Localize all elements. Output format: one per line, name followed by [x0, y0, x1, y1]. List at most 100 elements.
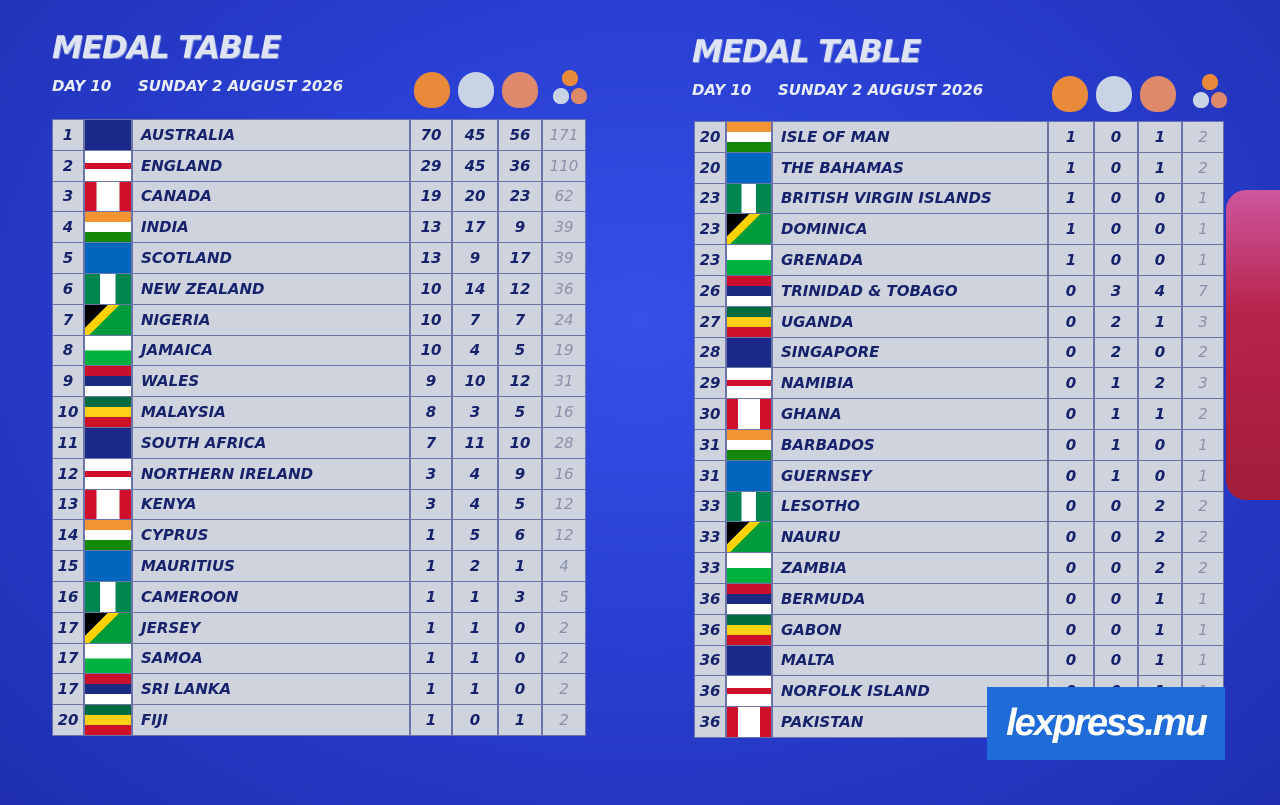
silver-count: 17 — [452, 211, 498, 244]
gold-count: 0 — [1048, 367, 1094, 400]
bronze-count: 0 — [1138, 182, 1182, 215]
medal-icon — [414, 72, 450, 108]
total-count: 24 — [542, 303, 586, 336]
country-name: MALTA — [772, 644, 1048, 677]
rank: 36 — [694, 644, 726, 677]
gold-count: 70 — [410, 119, 452, 151]
country-name: THE BAHAMAS — [772, 151, 1048, 184]
rank: 12 — [52, 457, 84, 490]
flag — [726, 521, 772, 554]
gold-count: 0 — [1048, 644, 1094, 677]
flag — [726, 336, 772, 369]
gold-count: 19 — [410, 180, 452, 213]
flag — [84, 581, 132, 613]
country-name: DOMINICA — [772, 213, 1048, 246]
bronze-count: 7 — [498, 303, 542, 336]
rank: 30 — [694, 398, 726, 430]
medal-icon — [553, 88, 569, 104]
gold-count: 3 — [410, 488, 452, 521]
silver-count: 20 — [452, 180, 498, 213]
country-name: GUERNSEY — [772, 459, 1048, 492]
gold-count: 1 — [1048, 182, 1094, 215]
total-count: 7 — [1182, 275, 1224, 307]
total-count: 16 — [542, 396, 586, 428]
bronze-count: 0 — [1138, 213, 1182, 246]
country-name: TRINIDAD & TOBAGO — [772, 275, 1048, 307]
gold-count: 0 — [1048, 552, 1094, 584]
bronze-count: 1 — [1138, 644, 1182, 677]
flag — [84, 519, 132, 552]
bronze-count: 1 — [498, 550, 542, 582]
silver-count: 5 — [452, 519, 498, 552]
rank: 20 — [694, 151, 726, 184]
total-count: 1 — [1182, 613, 1224, 646]
rank: 27 — [694, 305, 726, 338]
flag — [726, 583, 772, 615]
silver-count: 1 — [452, 673, 498, 706]
rank: 36 — [694, 583, 726, 615]
gold-count: 0 — [1048, 613, 1094, 646]
flag — [84, 211, 132, 244]
flag — [726, 552, 772, 584]
gold-count: 1 — [410, 673, 452, 706]
country-name: BRITISH VIRGIN ISLANDS — [772, 182, 1048, 215]
silver-count: 3 — [1094, 275, 1138, 307]
rank: 36 — [694, 613, 726, 646]
rank: 10 — [52, 396, 84, 428]
gold-count: 0 — [1048, 521, 1094, 554]
gold-count: 0 — [1048, 459, 1094, 492]
gold-count: 13 — [410, 242, 452, 274]
gold-count: 1 — [1048, 151, 1094, 184]
silver-count: 0 — [1094, 182, 1138, 215]
rank: 31 — [694, 459, 726, 492]
flag — [84, 704, 132, 736]
gold-count: 1 — [1048, 213, 1094, 246]
medal-icon — [1211, 92, 1227, 108]
silver-count: 2 — [1094, 305, 1138, 338]
bronze-count: 0 — [498, 611, 542, 644]
rank: 28 — [694, 336, 726, 369]
gold-count: 29 — [410, 149, 452, 182]
country-name: CANADA — [132, 180, 410, 213]
date-label: SUNDAY 2 AUGUST 2026 — [138, 77, 344, 95]
gold-count: 0 — [1048, 583, 1094, 615]
medal-icon — [1202, 74, 1218, 90]
bronze-count: 10 — [498, 427, 542, 459]
watermark: lexpress.mu — [987, 687, 1225, 760]
rank: 5 — [52, 242, 84, 274]
flag — [726, 490, 772, 523]
rank: 6 — [52, 273, 84, 305]
silver-count: 3 — [452, 396, 498, 428]
total-count: 3 — [1182, 367, 1224, 400]
total-count: 2 — [1182, 521, 1224, 554]
gold-count: 0 — [1048, 275, 1094, 307]
country-name: GRENADA — [772, 244, 1048, 276]
gold-count: 8 — [410, 396, 452, 428]
silver-count: 4 — [452, 488, 498, 521]
bronze-count: 1 — [1138, 583, 1182, 615]
gold-count: 10 — [410, 303, 452, 336]
total-count: 2 — [1182, 151, 1224, 184]
bronze-count: 1 — [1138, 305, 1182, 338]
silver-count: 0 — [1094, 644, 1138, 677]
country-name: UGANDA — [772, 305, 1048, 338]
flag — [726, 151, 772, 184]
country-name: JAMAICA — [132, 334, 410, 367]
bronze-count: 2 — [1138, 552, 1182, 584]
flag — [84, 119, 132, 151]
flag — [84, 242, 132, 274]
bronze-count: 56 — [498, 119, 542, 151]
silver-count: 2 — [452, 550, 498, 582]
bronze-count: 5 — [498, 334, 542, 367]
country-name: NAURU — [772, 521, 1048, 554]
flag — [726, 182, 772, 215]
rank: 15 — [52, 550, 84, 582]
bronze-count: 5 — [498, 396, 542, 428]
athlete-photo — [1226, 190, 1280, 500]
silver-count: 0 — [1094, 121, 1138, 153]
rank: 11 — [52, 427, 84, 459]
bronze-count: 2 — [1138, 367, 1182, 400]
rank: 23 — [694, 244, 726, 276]
total-count: 2 — [542, 642, 586, 675]
flag — [726, 121, 772, 153]
